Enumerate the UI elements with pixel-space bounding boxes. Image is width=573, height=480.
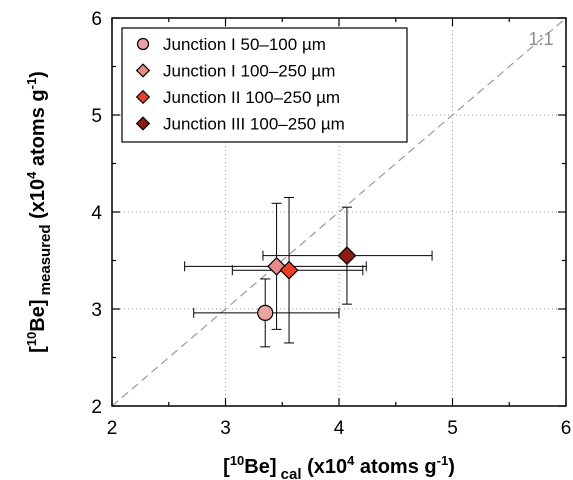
y-tick-label: 5 [91,106,102,127]
legend-box [121,27,408,143]
legend-marker [135,63,151,78]
legend-marker [136,37,150,51]
y-axis-title: [10Be] measured (x104 atoms g-1) [24,71,54,353]
x-axis-title: [10Be] cal (x104 atoms g-1) [223,453,455,480]
data-markers [257,246,357,321]
axis-ticks [111,17,567,407]
y-tick-label: 4 [91,203,102,224]
y-tick-label: 3 [91,300,102,321]
x-tick-label: 2 [107,418,118,439]
x-tick-label: 5 [447,418,458,439]
data-point [337,246,357,266]
x-tick-label: 4 [334,418,345,439]
data-point [257,304,274,321]
legend-label: Junction I 100–250 µm [163,62,335,81]
legend-marker [135,89,151,105]
one-to-one-label: 1:1 [529,29,554,49]
legend-label: Junction III 100–250 µm [163,115,345,134]
x-tick-labels: 2 3 4 5 6 [107,418,572,439]
y-tick-label: 6 [91,9,102,30]
legend: Junction I 50–100 µm Junction I 100–250 µ… [121,27,408,143]
legend-label: Junction II 100–250 µm [163,88,340,107]
one-to-one-reference-line [111,17,567,407]
legend-label: Junction I 50–100 µm [163,35,326,54]
legend-marker [135,116,151,131]
y-tick-labels: 2 3 4 5 6 [91,9,102,418]
x-tick-label: 6 [561,418,572,439]
x-tick-label: 3 [220,418,231,439]
data-point [279,260,299,280]
y-tick-label: 2 [91,397,102,418]
